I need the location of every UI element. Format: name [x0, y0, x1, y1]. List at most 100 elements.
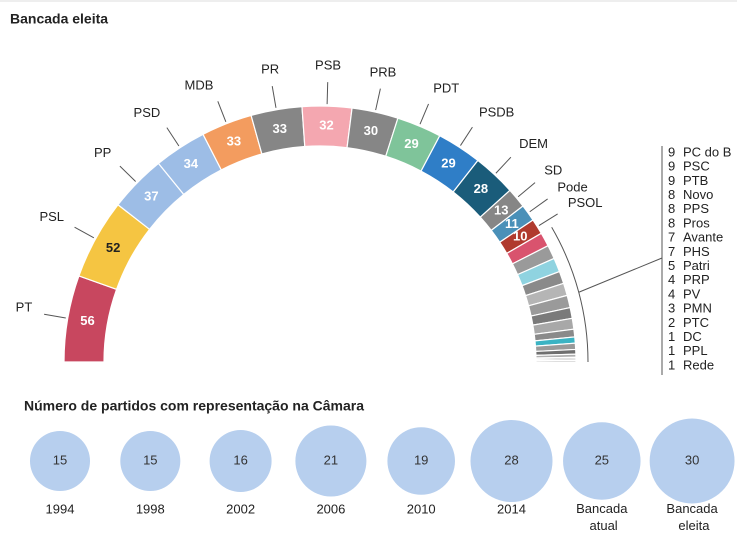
legend-value: 7	[668, 244, 675, 259]
party-label: PSD	[134, 105, 161, 120]
legend-label: PTB	[683, 173, 708, 188]
value-label: 10	[513, 229, 527, 244]
leader-line	[217, 101, 227, 122]
legend-value: 3	[668, 301, 675, 316]
value-label: 28	[504, 452, 518, 467]
value-label: 15	[53, 452, 67, 467]
x-tick-label: 1998	[136, 501, 165, 516]
legend-value: 1	[668, 343, 675, 358]
connector	[578, 257, 663, 293]
bracket	[551, 227, 589, 363]
legend-value: 9	[668, 159, 675, 174]
legend-value: 9	[668, 173, 675, 188]
bubble	[387, 427, 455, 495]
legend-label: PTC	[683, 315, 709, 330]
legend-value: 8	[668, 201, 675, 216]
party-label: Pode	[557, 179, 587, 194]
value-label: 33	[272, 121, 286, 136]
leader-line	[271, 86, 277, 108]
x-tick-label: 1994	[46, 501, 75, 516]
legend-value: 4	[668, 286, 675, 301]
legend-value: 8	[668, 187, 675, 202]
value-label: 30	[364, 123, 378, 138]
x-tick-label: Bancada eleita	[666, 501, 718, 533]
leader-line	[74, 226, 95, 239]
party-label: PSDB	[479, 104, 514, 119]
legend-label: Patri	[683, 258, 710, 273]
legend-value: 7	[668, 230, 675, 245]
leader-line	[419, 103, 429, 125]
legend-label: Avante	[683, 230, 723, 245]
value-label: 32	[319, 118, 333, 133]
party-label: PR	[261, 62, 279, 77]
x-tick-label: 2006	[316, 501, 345, 516]
legend-label: PPS	[683, 201, 709, 216]
leader-line	[517, 182, 536, 198]
legend-label: PRP	[683, 272, 710, 287]
party-label: SD	[544, 162, 562, 177]
legend-label: Pros	[683, 215, 710, 230]
legend-label: PMN	[683, 301, 712, 316]
party-label: PSL	[39, 209, 64, 224]
legend-label: Rede	[683, 357, 714, 372]
value-label: 34	[184, 156, 199, 171]
leader-line	[529, 198, 548, 213]
leader-line	[538, 213, 558, 226]
bubble	[29, 430, 91, 492]
leader-line	[495, 156, 512, 174]
legend-value: 9	[668, 144, 675, 159]
value-label: 56	[80, 313, 94, 328]
leader-line	[375, 88, 381, 111]
legend-label: Novo	[683, 187, 713, 202]
legend-label: PC do B	[683, 144, 731, 159]
chart-title: Bancada eleita	[10, 11, 108, 27]
bubble	[649, 418, 735, 504]
legend-label: PHS	[683, 244, 710, 259]
value-label: 52	[106, 240, 120, 255]
x-tick-label: 2010	[407, 501, 436, 516]
value-label: 37	[144, 188, 158, 203]
party-label: PSB	[315, 58, 341, 73]
legend-value: 8	[668, 215, 675, 230]
leader-line	[166, 127, 180, 147]
value-label: 33	[227, 134, 241, 149]
value-label: 19	[414, 452, 428, 467]
party-label: PT	[16, 300, 33, 315]
value-label: 16	[233, 452, 247, 467]
value-label: 25	[595, 452, 609, 467]
leader-line	[44, 313, 66, 319]
legend-value: 5	[668, 258, 675, 273]
legend-label: PV	[683, 286, 701, 301]
bubble	[470, 419, 553, 503]
seat-segment	[535, 359, 577, 363]
value-label: 29	[441, 155, 455, 170]
legend-value: 1	[668, 357, 675, 372]
party-label: PP	[94, 145, 111, 160]
leader-line	[119, 165, 136, 182]
x-tick-label: Bancada atual	[576, 501, 628, 533]
leader-line	[326, 82, 329, 105]
value-label: 11	[505, 216, 519, 231]
value-label: 13	[494, 202, 508, 217]
bubble	[295, 425, 367, 497]
bubble	[563, 422, 641, 500]
value-label: 30	[685, 452, 699, 467]
party-label: PRB	[370, 64, 397, 79]
bubble	[209, 430, 272, 492]
legend-value: 4	[668, 272, 675, 287]
legend-value: 2	[668, 315, 675, 330]
value-label: 29	[404, 136, 418, 151]
chart-title: Número de partidos com representação na …	[24, 398, 364, 414]
party-label: PSOL	[568, 195, 603, 210]
party-label: MDB	[185, 78, 214, 93]
x-tick-label: 2002	[226, 501, 255, 516]
x-tick-label: 2014	[497, 501, 526, 516]
value-label: 21	[324, 452, 338, 467]
bubble	[120, 430, 181, 492]
value-label: 15	[143, 452, 157, 467]
legend-label: DC	[683, 329, 702, 344]
legend-value: 1	[668, 329, 675, 344]
party-label: DEM	[519, 136, 548, 151]
value-label: 28	[474, 181, 488, 196]
